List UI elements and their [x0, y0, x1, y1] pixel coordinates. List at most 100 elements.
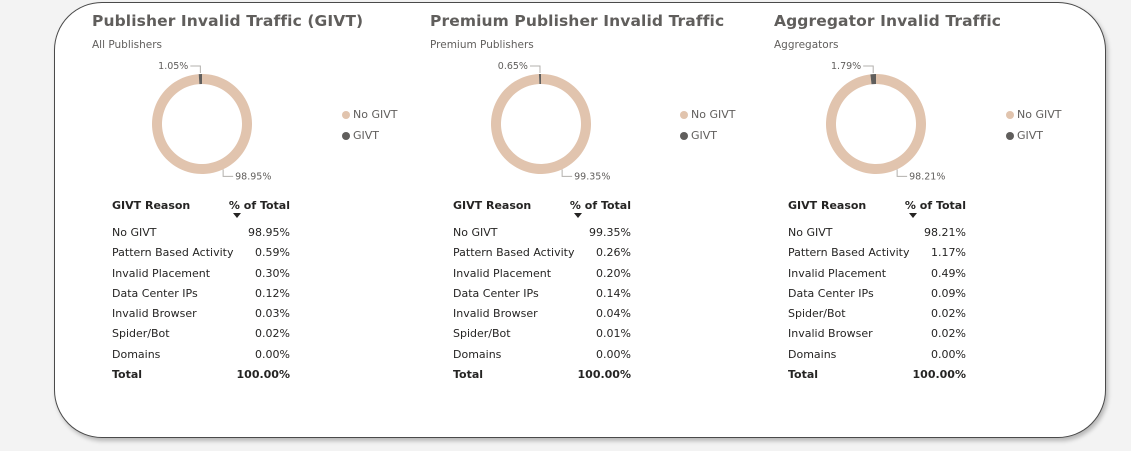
- cell-pct: 99.35%: [589, 226, 631, 239]
- table-header: GIVT Reason % of Total: [112, 197, 290, 223]
- table-total-row: Total 100.00%: [112, 365, 290, 385]
- cell-pct: 0.12%: [255, 286, 290, 300]
- slice-givt[interactable]: [198, 74, 202, 85]
- donut-chart[interactable]: 1.79% 98.21%: [826, 61, 956, 188]
- table-row[interactable]: Data Center IPs 0.14%: [453, 284, 631, 304]
- table-row[interactable]: Invalid Browser 0.02%: [788, 324, 966, 344]
- table-row[interactable]: Domains 0.00%: [112, 345, 290, 365]
- table-row[interactable]: Spider/Bot 0.02%: [788, 304, 966, 324]
- cell-total-label: Total: [112, 368, 143, 382]
- cell-pct: 1.17%: [931, 246, 966, 260]
- cell-reason: Invalid Browser: [112, 307, 197, 321]
- leader-line-givt: [863, 65, 874, 74]
- legend-swatch-icon: [680, 131, 688, 140]
- table-row[interactable]: Invalid Placement 0.30%: [112, 264, 290, 284]
- chart-subtitle: Aggregators: [774, 39, 839, 51]
- table-row[interactable]: No GIVT 98.95%: [112, 223, 290, 243]
- legend-swatch-icon: [680, 110, 688, 119]
- cell-reason: Pattern Based Activity: [788, 246, 910, 260]
- chart-title: Aggregator Invalid Traffic: [774, 12, 1002, 30]
- panel-all-publishers: Publisher Invalid Traffic (GIVT) All Pub…: [92, 0, 432, 440]
- panel-premium-publishers: Premium Publisher Invalid Traffic Premiu…: [430, 0, 770, 440]
- table-header: GIVT Reason % of Total: [453, 197, 631, 223]
- legend-swatch-icon: [1006, 131, 1014, 140]
- legend-item-no-givt[interactable]: No GIVT: [342, 104, 397, 125]
- table-row[interactable]: Pattern Based Activity 0.59%: [112, 243, 290, 263]
- table-row[interactable]: Spider/Bot 0.02%: [112, 324, 290, 344]
- slice-givt[interactable]: [538, 74, 541, 85]
- legend-item-givt[interactable]: GIVT: [1006, 125, 1061, 146]
- cell-pct: 0.04%: [596, 307, 631, 321]
- cell-pct: 0.00%: [596, 347, 631, 361]
- cell-pct: 0.02%: [255, 327, 290, 341]
- givt-reason-table: GIVT Reason % of Total No GIVT 98.21% Pat…: [788, 197, 966, 385]
- column-header-pct[interactable]: % of Total: [904, 199, 966, 212]
- cell-pct: 98.21%: [924, 226, 966, 239]
- cell-reason: Invalid Placement: [788, 266, 887, 280]
- cell-total-value: 100.00%: [912, 368, 966, 382]
- table-row[interactable]: Pattern Based Activity 0.26%: [453, 243, 631, 263]
- legend-item-no-givt[interactable]: No GIVT: [680, 104, 735, 125]
- donut-chart[interactable]: 0.65% 99.35%: [491, 61, 621, 188]
- cell-reason: Data Center IPs: [788, 286, 874, 300]
- cell-reason: No GIVT: [453, 226, 498, 239]
- data-label-givt: 0.65%: [498, 61, 528, 72]
- column-header-reason[interactable]: GIVT Reason: [453, 199, 532, 212]
- slice-no-givt[interactable]: [152, 74, 252, 174]
- table-row[interactable]: Invalid Browser 0.04%: [453, 304, 631, 324]
- sort-desc-icon[interactable]: [574, 213, 582, 218]
- legend-item-no-givt[interactable]: No GIVT: [1006, 104, 1061, 125]
- legend-swatch-icon: [342, 131, 350, 140]
- cell-pct: 0.01%: [596, 327, 631, 341]
- cell-pct: 0.02%: [931, 307, 966, 321]
- legend-label: No GIVT: [1017, 108, 1062, 121]
- slice-givt[interactable]: [870, 74, 876, 85]
- table-row[interactable]: No GIVT 98.21%: [788, 223, 966, 243]
- cell-pct: 0.09%: [931, 286, 966, 300]
- chart-legend: No GIVT GIVT: [1006, 104, 1061, 146]
- cell-pct: 0.49%: [931, 266, 966, 280]
- table-row[interactable]: No GIVT 99.35%: [453, 223, 631, 243]
- table-row[interactable]: Invalid Placement 0.20%: [453, 264, 631, 284]
- cell-pct: 0.02%: [931, 327, 966, 341]
- slice-no-givt[interactable]: [826, 74, 926, 174]
- column-header-reason[interactable]: GIVT Reason: [788, 199, 867, 212]
- givt-reason-table: GIVT Reason % of Total No GIVT 99.35% Pat…: [453, 197, 631, 385]
- table-row[interactable]: Invalid Placement 0.49%: [788, 264, 966, 284]
- panel-aggregators: Aggregator Invalid Traffic Aggregators 1…: [774, 0, 1114, 440]
- data-label-no-givt: 98.95%: [235, 171, 271, 182]
- cell-reason: Pattern Based Activity: [453, 246, 575, 260]
- column-header-pct[interactable]: % of Total: [228, 199, 290, 212]
- cell-reason: Domains: [112, 347, 161, 361]
- chart-title: Publisher Invalid Traffic (GIVT): [92, 12, 364, 30]
- table-row[interactable]: Spider/Bot 0.01%: [453, 324, 631, 344]
- table-row[interactable]: Data Center IPs 0.12%: [112, 284, 290, 304]
- table-total-row: Total 100.00%: [788, 365, 966, 385]
- legend-item-givt[interactable]: GIVT: [342, 125, 397, 146]
- data-label-givt: 1.05%: [158, 61, 188, 72]
- leader-line-no-givt: [561, 169, 573, 177]
- cell-reason: Invalid Browser: [453, 307, 538, 321]
- data-label-no-givt: 98.21%: [909, 171, 945, 182]
- table-row[interactable]: Domains 0.00%: [453, 345, 631, 365]
- sort-desc-icon[interactable]: [233, 213, 241, 218]
- column-header-pct[interactable]: % of Total: [569, 199, 631, 212]
- column-header-reason[interactable]: GIVT Reason: [112, 199, 191, 212]
- sort-desc-icon[interactable]: [909, 213, 917, 218]
- table-row[interactable]: Invalid Browser 0.03%: [112, 304, 290, 324]
- givt-reason-table: GIVT Reason % of Total No GIVT 98.95% Pat…: [112, 197, 290, 385]
- table-row[interactable]: Pattern Based Activity 1.17%: [788, 243, 966, 263]
- table-row[interactable]: Data Center IPs 0.09%: [788, 284, 966, 304]
- legend-item-givt[interactable]: GIVT: [680, 125, 735, 146]
- cell-reason: Data Center IPs: [112, 286, 198, 300]
- cell-reason: Invalid Placement: [453, 266, 552, 280]
- legend-label: GIVT: [691, 129, 718, 142]
- legend-swatch-icon: [342, 110, 350, 119]
- leader-line-no-givt: [222, 169, 234, 177]
- table-row[interactable]: Domains 0.00%: [788, 345, 966, 365]
- slice-no-givt[interactable]: [491, 74, 591, 174]
- cell-reason: No GIVT: [788, 226, 833, 239]
- donut-chart[interactable]: 1.05% 98.95%: [152, 61, 282, 188]
- legend-label: GIVT: [353, 129, 380, 142]
- cell-reason: Domains: [788, 347, 837, 361]
